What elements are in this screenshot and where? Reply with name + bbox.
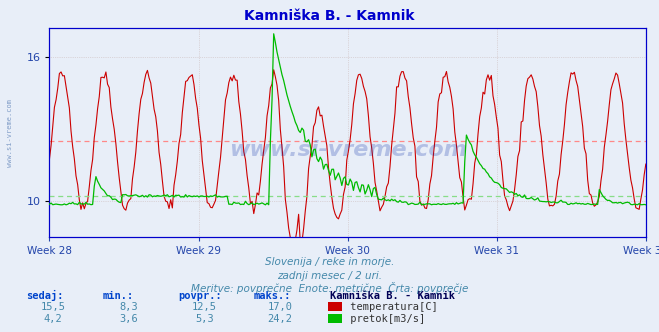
Text: pretok[m3/s]: pretok[m3/s] — [344, 314, 425, 324]
Text: 17,0: 17,0 — [268, 302, 293, 312]
Text: sedaj:: sedaj: — [26, 290, 64, 301]
Text: 15,5: 15,5 — [40, 302, 65, 312]
Text: 24,2: 24,2 — [268, 314, 293, 324]
Text: 12,5: 12,5 — [192, 302, 217, 312]
Text: Slovenija / reke in morje.: Slovenija / reke in morje. — [265, 257, 394, 267]
Text: 8,3: 8,3 — [119, 302, 138, 312]
Text: 5,3: 5,3 — [195, 314, 214, 324]
Text: www.si-vreme.com: www.si-vreme.com — [229, 139, 467, 160]
Text: Kamniška B. - Kamnik: Kamniška B. - Kamnik — [330, 291, 455, 301]
Text: Kamniška B. - Kamnik: Kamniška B. - Kamnik — [244, 9, 415, 23]
Text: 4,2: 4,2 — [43, 314, 62, 324]
Text: maks.:: maks.: — [254, 291, 291, 301]
Text: www.si-vreme.com: www.si-vreme.com — [7, 99, 13, 167]
Text: povpr.:: povpr.: — [178, 291, 221, 301]
Text: Meritve: povprečne  Enote: metrične  Črta: povprečje: Meritve: povprečne Enote: metrične Črta:… — [191, 282, 468, 294]
Text: zadnji mesec / 2 uri.: zadnji mesec / 2 uri. — [277, 271, 382, 281]
Text: 3,6: 3,6 — [119, 314, 138, 324]
Text: min.:: min.: — [102, 291, 133, 301]
Text: temperatura[C]: temperatura[C] — [344, 302, 438, 312]
